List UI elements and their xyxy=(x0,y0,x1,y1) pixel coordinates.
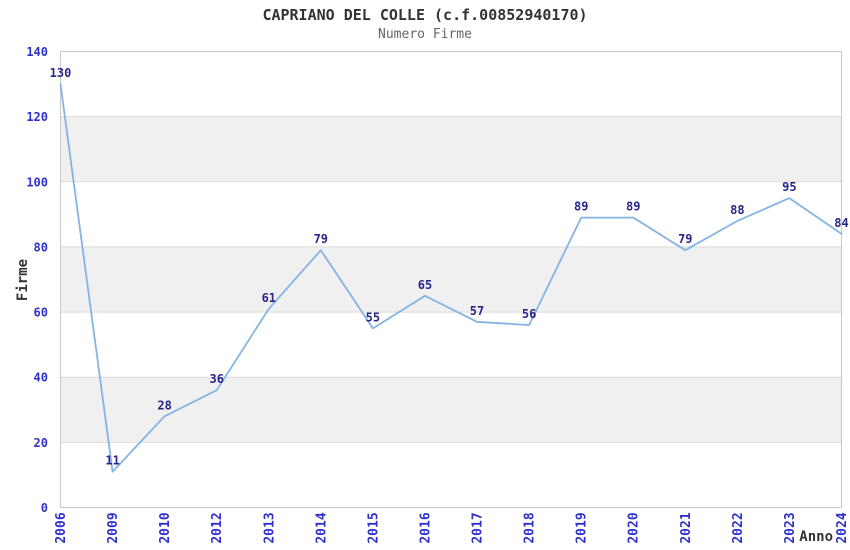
data-point-label: 84 xyxy=(834,216,848,230)
data-point-label: 130 xyxy=(50,66,72,80)
x-tick-label: 2020 xyxy=(627,512,642,543)
x-tick-label: 2012 xyxy=(210,512,225,543)
x-tick-label: 2014 xyxy=(314,512,329,543)
x-tick-label: 2023 xyxy=(783,512,798,543)
y-tick-label: 0 xyxy=(41,501,48,515)
x-tick-label: 2006 xyxy=(54,512,69,543)
plot-area-border xyxy=(60,51,842,508)
data-point-label: 61 xyxy=(262,291,276,305)
x-tick-label: 2024 xyxy=(835,512,850,543)
x-tick-label: 2021 xyxy=(679,512,694,543)
data-point-label: 79 xyxy=(678,232,692,246)
grid-band xyxy=(60,246,842,313)
y-tick-label: 60 xyxy=(34,306,48,320)
x-tick-label: 2019 xyxy=(575,512,590,543)
x-tick-label: 2018 xyxy=(523,512,538,543)
x-tick-label: 2017 xyxy=(471,512,486,543)
x-tick-label: 2009 xyxy=(106,512,121,543)
series-line xyxy=(59,83,843,473)
data-point-label: 55 xyxy=(366,310,380,324)
x-tick-label: 2010 xyxy=(158,512,173,543)
data-point-label: 11 xyxy=(105,454,119,468)
data-point-label: 56 xyxy=(522,307,536,321)
y-tick-label: 20 xyxy=(34,436,48,450)
y-tick-label: 40 xyxy=(34,371,48,385)
grid-band xyxy=(60,116,842,182)
x-tick-label: 2015 xyxy=(366,512,381,543)
data-point-label: 79 xyxy=(314,232,328,246)
data-point-label: 88 xyxy=(730,203,744,217)
data-point-label: 89 xyxy=(626,200,640,214)
y-tick-label: 100 xyxy=(26,175,48,189)
y-tick-label: 140 xyxy=(26,45,48,59)
data-point-label: 95 xyxy=(782,180,796,194)
x-axis-title: Anno xyxy=(799,529,833,545)
chart-title: CAPRIANO DEL COLLE (c.f.00852940170) xyxy=(262,6,588,24)
data-point-label: 36 xyxy=(209,372,223,386)
chart-subtitle: Numero Firme xyxy=(378,27,472,42)
x-tick-label: 2016 xyxy=(419,512,434,543)
x-tick-label: 2013 xyxy=(262,512,277,543)
y-tick-label: 120 xyxy=(26,110,48,124)
x-tick-label: 2022 xyxy=(731,512,746,543)
data-point-label: 65 xyxy=(418,278,432,292)
data-point-label: 57 xyxy=(470,304,484,318)
data-point-label: 28 xyxy=(157,398,171,412)
grid-band xyxy=(60,377,842,443)
data-point-label: 89 xyxy=(574,200,588,214)
y-tick-label: 80 xyxy=(34,240,48,254)
y-axis-title: Firme xyxy=(15,259,31,301)
